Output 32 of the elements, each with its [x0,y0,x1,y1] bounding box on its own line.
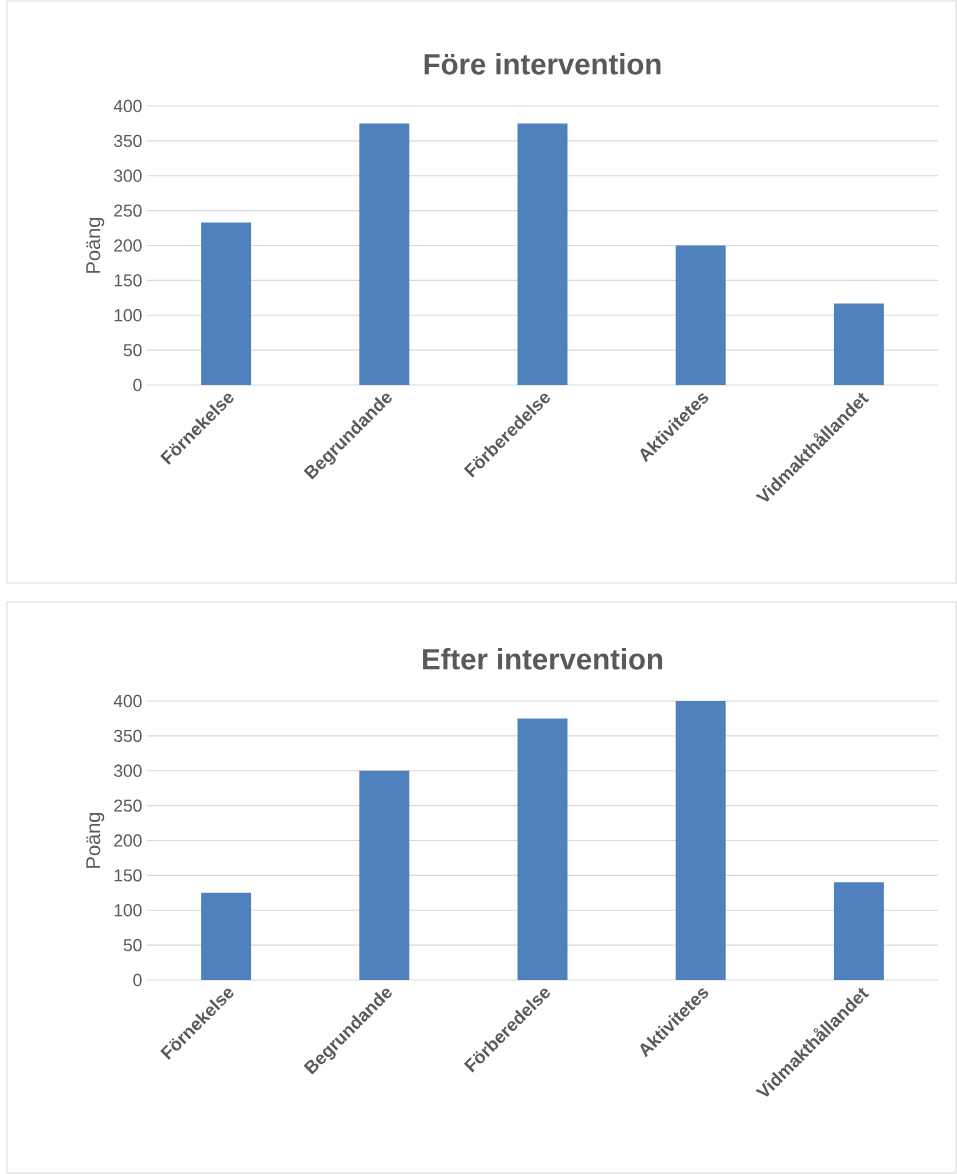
y-tick-label: 0 [133,973,142,987]
bar [359,770,410,981]
y-tick-label: 200 [114,239,142,252]
bar [201,222,252,386]
y-tick-label: 100 [114,904,142,917]
bar [517,123,568,386]
bar [833,303,884,386]
bar [359,123,410,386]
y-tick-label: 0 [133,378,142,392]
y-tick-label: 250 [114,204,142,217]
y-tick-label: 200 [114,834,142,847]
bar [675,701,726,981]
bar [833,882,884,981]
y-tick-label: 250 [114,799,142,812]
y-axis-title: Poäng [86,812,105,868]
y-tick-label: 300 [114,169,142,182]
y-tick-label: 350 [114,134,142,148]
chart-title: Efter intervention [423,648,663,670]
y-tick-label: 300 [114,764,142,777]
y-tick-label: 400 [113,694,142,708]
y-tick-label: 100 [114,309,142,322]
y-tick-label: 50 [123,343,142,357]
y-tick-label: 150 [114,274,142,287]
y-axis-title: Poäng [86,217,105,273]
y-tick-label: 50 [123,939,142,952]
y-tick-label: 150 [114,869,142,882]
y-tick-label: 400 [113,99,142,113]
chart-title: Före intervention [424,53,661,75]
bar [675,245,726,386]
bar [517,718,568,981]
y-tick-label: 350 [114,729,142,743]
bar [201,892,252,981]
